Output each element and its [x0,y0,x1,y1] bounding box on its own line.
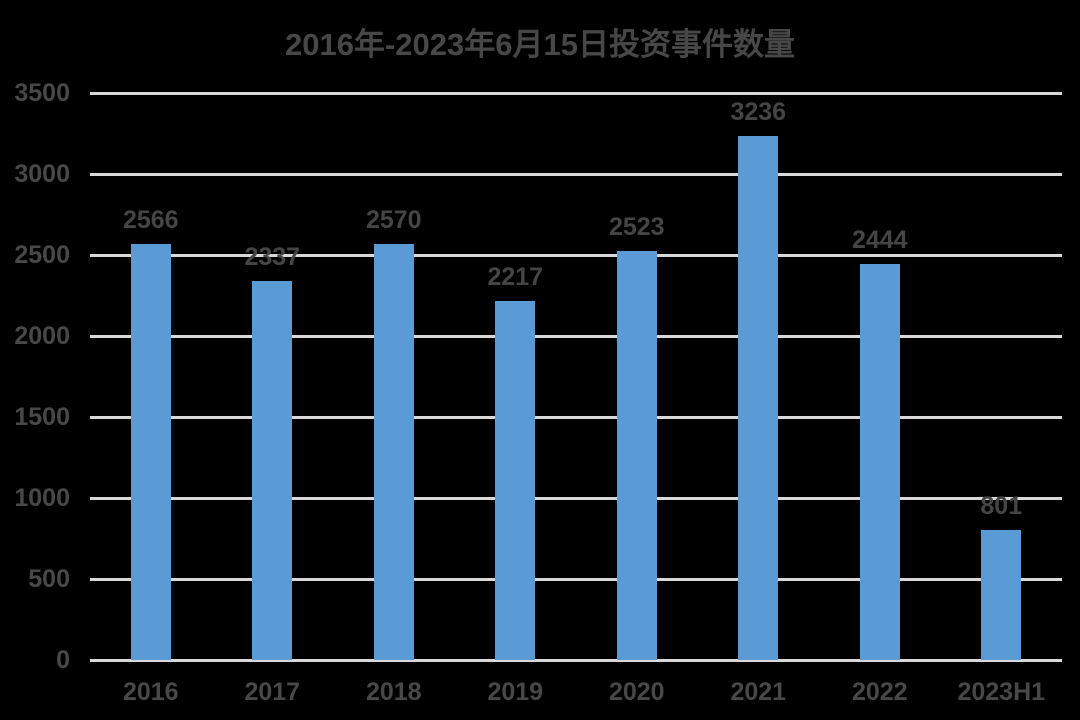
gridline [90,253,1062,257]
x-tick-label: 2022 [851,678,908,706]
x-tick-label: 2016 [122,678,179,706]
bar-value-label: 801 [980,492,1023,521]
gridline [90,415,1062,419]
gridline [90,577,1062,581]
bar-value-label: 2570 [365,205,422,234]
x-tick-label: 2018 [365,678,422,706]
bar [373,243,414,660]
x-tick-label: 2021 [730,678,787,706]
bar [859,264,900,660]
gridline [90,91,1062,95]
gridline [90,496,1062,500]
bar [252,281,293,660]
bar-value-label: 2566 [122,206,179,235]
y-tick-label: 2500 [14,241,70,269]
chart-title: 2016年-2023年6月15日投资事件数量 [285,27,795,62]
bar-value-label: 3236 [730,97,787,126]
bar [130,244,171,660]
x-tick-label: 2019 [487,678,544,706]
y-tick-label: 500 [28,565,70,593]
bar-value-label: 2444 [851,226,908,255]
x-tick-label: 2020 [608,678,665,706]
bar [616,251,657,660]
x-tick-label: 2023H1 [957,678,1046,706]
bar-value-label: 2217 [487,262,544,291]
bar [981,530,1022,660]
y-tick-label: 1000 [14,484,70,512]
x-tick-label: 2017 [244,678,301,706]
y-tick-label: 1500 [14,403,70,431]
gridline [90,334,1062,338]
bar [495,300,536,660]
x-axis-line [90,658,1062,662]
bar-value-label: 2523 [608,213,665,242]
bar [738,135,779,660]
y-tick-label: 0 [56,646,70,674]
y-tick-label: 2000 [14,322,70,350]
bar-value-label: 2337 [244,243,301,272]
gridline [90,172,1062,176]
y-tick-label: 3500 [14,79,70,107]
y-tick-label: 3000 [14,160,70,188]
